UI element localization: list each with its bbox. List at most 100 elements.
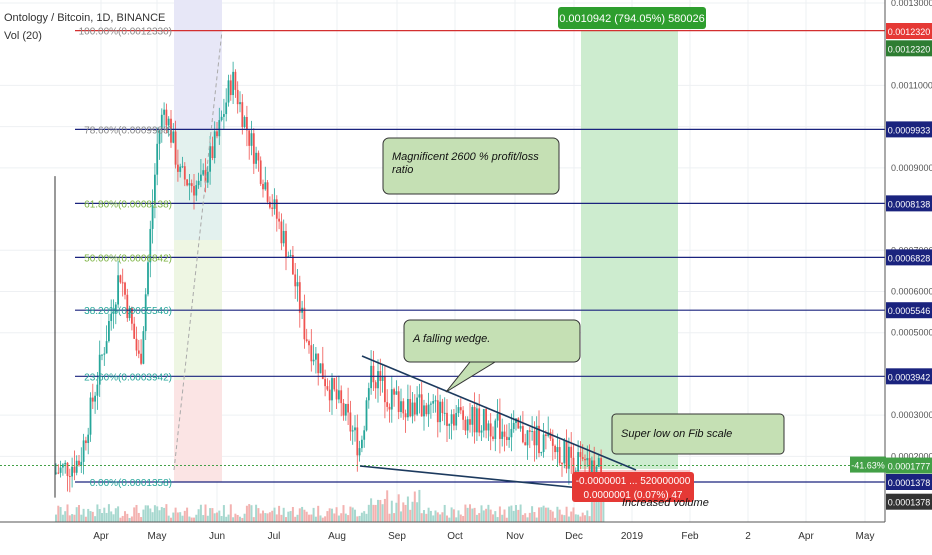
callout-wedge-box xyxy=(403,319,581,363)
candle-body xyxy=(381,375,384,381)
volume-bar xyxy=(287,511,290,522)
candle-body xyxy=(315,353,317,360)
fib-zone-bottom xyxy=(174,380,222,482)
volume-bar xyxy=(75,507,78,522)
volume-bar xyxy=(558,509,561,522)
candle-body xyxy=(563,440,566,464)
volume-bar xyxy=(586,510,589,522)
volume-bar xyxy=(469,504,471,522)
price-tag-bg xyxy=(886,40,932,57)
volume-bar xyxy=(183,510,186,522)
volume-bar xyxy=(542,505,545,522)
candle-body xyxy=(55,472,57,474)
volume-bar xyxy=(473,507,476,522)
candle-body xyxy=(94,395,96,402)
candle-body xyxy=(430,403,432,405)
candle-body xyxy=(319,363,322,374)
volume-bar xyxy=(266,513,269,522)
candle-body xyxy=(466,419,469,431)
y-tick-label: 0.0003000 xyxy=(891,410,932,420)
candle-body xyxy=(229,80,232,96)
candle-body xyxy=(528,430,531,432)
candle-body xyxy=(163,109,165,115)
candle-body xyxy=(124,282,126,295)
loss-box-top: -0.0000001 ... 520000000 xyxy=(576,476,691,487)
candle-body xyxy=(363,430,366,440)
volume-bar xyxy=(544,507,547,522)
volume-bar xyxy=(526,517,529,522)
volume-bar xyxy=(68,515,71,522)
volume-bar xyxy=(358,515,361,522)
volume-bar xyxy=(406,496,409,522)
volume-bar xyxy=(485,508,488,522)
volume-bar xyxy=(227,514,230,522)
x-tick-label: 2 xyxy=(745,531,751,542)
candle-body xyxy=(308,341,310,346)
fib-zone-top xyxy=(174,0,222,130)
candle-body xyxy=(246,116,248,131)
candle-body xyxy=(457,407,460,414)
candle-body xyxy=(551,438,554,446)
candle-body xyxy=(372,365,375,383)
volume-bar xyxy=(275,514,278,522)
candle-body xyxy=(384,375,386,403)
callout-wedge: A falling wedge. xyxy=(412,333,490,345)
volume-bar xyxy=(505,517,508,522)
candle-body xyxy=(416,397,418,415)
volume-bar xyxy=(144,505,147,522)
volume-bar xyxy=(572,507,575,522)
volume-bar xyxy=(429,510,432,522)
candle-body xyxy=(561,463,563,465)
volume-bar xyxy=(80,514,83,522)
candle-body xyxy=(358,448,361,456)
price-tag: 0.0001378 xyxy=(888,478,931,488)
candle-body xyxy=(271,207,274,209)
volume-bar xyxy=(331,508,333,522)
x-tick-label: Apr xyxy=(798,531,814,542)
volume-bar xyxy=(462,516,465,522)
volume-bar xyxy=(393,513,396,522)
volume-bar xyxy=(193,517,195,522)
candle-body xyxy=(131,308,133,324)
fib-anchor-line xyxy=(173,30,223,471)
change-tag-bg xyxy=(850,456,886,473)
volume-bar xyxy=(487,504,490,522)
volume-bar xyxy=(423,510,425,522)
candle-body xyxy=(103,353,106,355)
candle-body xyxy=(147,262,149,295)
candle-body xyxy=(347,403,349,413)
volume-bar xyxy=(158,510,161,522)
candle-body xyxy=(333,378,336,390)
volume-bar xyxy=(363,511,366,522)
candle-body xyxy=(289,254,292,257)
candle-body xyxy=(216,131,218,137)
volume-bar xyxy=(218,510,221,522)
volume-bar xyxy=(112,514,115,522)
candle-body xyxy=(112,312,115,314)
volume-bar xyxy=(151,512,154,522)
candle-body xyxy=(225,102,228,115)
candle-body xyxy=(259,160,262,184)
volume-bar xyxy=(480,505,483,522)
volume-bar xyxy=(501,514,504,522)
price-tag-bg xyxy=(886,249,932,266)
volume-bar xyxy=(531,506,534,522)
price-tag: 0.0005546 xyxy=(888,306,931,316)
volume-bar xyxy=(82,508,85,522)
volume-bar xyxy=(344,513,347,522)
candle-body xyxy=(220,116,223,121)
candle-body xyxy=(110,313,113,322)
candle-body xyxy=(193,186,195,196)
candle-body xyxy=(98,354,101,385)
candle-body xyxy=(510,428,513,438)
candle-body xyxy=(181,166,184,168)
candle-body xyxy=(85,440,87,444)
volume-bar xyxy=(310,514,313,522)
volume-bar xyxy=(243,513,246,522)
candle-body xyxy=(312,359,315,362)
volume-bar xyxy=(326,511,329,522)
candle-body xyxy=(128,308,131,319)
candle-body xyxy=(597,458,600,467)
volume-bar xyxy=(262,510,264,522)
